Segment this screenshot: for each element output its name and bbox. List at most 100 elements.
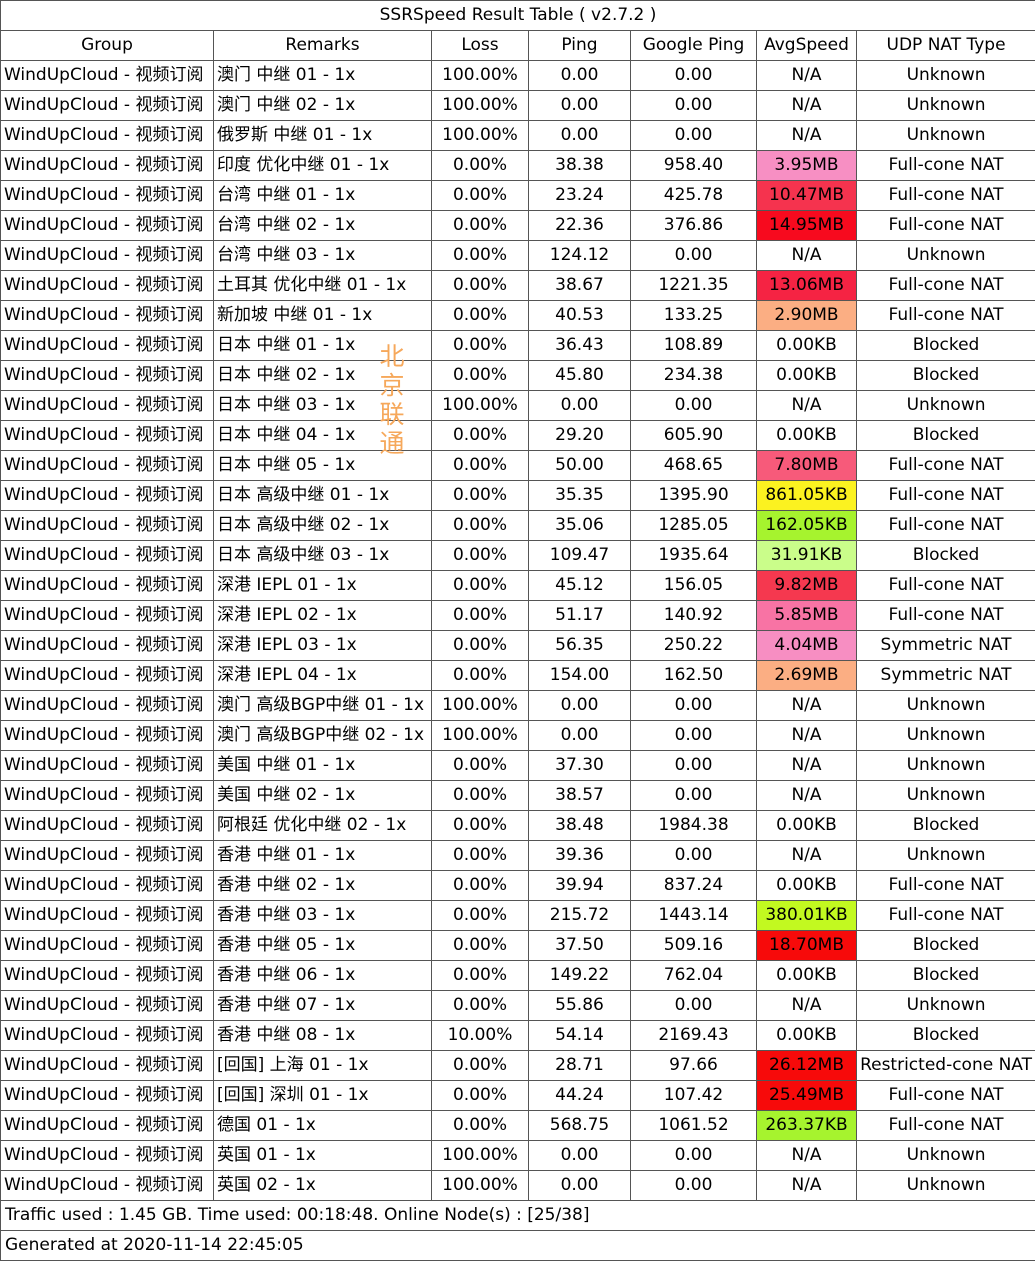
cell-remarks: 美国 中继 01 - 1x: [214, 751, 432, 781]
cell-avg-speed: 18.70MB: [757, 931, 857, 961]
cell-loss: 0.00%: [432, 541, 529, 571]
cell-avg-speed: N/A: [757, 691, 857, 721]
cell-remarks: 台湾 中继 01 - 1x: [214, 181, 432, 211]
cell-google-ping: 1395.90: [631, 481, 757, 511]
footer-traffic-row: Traffic used : 1.45 GB. Time used: 00:18…: [1, 1201, 1035, 1231]
cell-loss: 0.00%: [432, 271, 529, 301]
cell-ping: 54.14: [529, 1021, 631, 1051]
cell-avg-speed: 9.82MB: [757, 571, 857, 601]
cell-loss: 100.00%: [432, 1171, 529, 1201]
cell-udp-nat-type: Full-cone NAT: [857, 871, 1035, 901]
cell-remarks: 香港 中继 06 - 1x: [214, 961, 432, 991]
cell-avg-speed: 0.00KB: [757, 871, 857, 901]
cell-ping: 38.67: [529, 271, 631, 301]
watermark-char: 通: [376, 429, 408, 458]
cell-ping: 38.57: [529, 781, 631, 811]
cell-udp-nat-type: Restricted-cone NAT: [857, 1051, 1035, 1081]
cell-google-ping: 140.92: [631, 601, 757, 631]
cell-loss: 100.00%: [432, 121, 529, 151]
cell-group: WindUpCloud - 视频订阅: [1, 901, 214, 931]
cell-avg-speed: 13.06MB: [757, 271, 857, 301]
cell-google-ping: 762.04: [631, 961, 757, 991]
cell-avg-speed: 2.90MB: [757, 301, 857, 331]
cell-google-ping: 0.00: [631, 121, 757, 151]
cell-avg-speed: 7.80MB: [757, 451, 857, 481]
cell-udp-nat-type: Unknown: [857, 691, 1035, 721]
cell-group: WindUpCloud - 视频订阅: [1, 211, 214, 241]
cell-remarks: 香港 中继 02 - 1x: [214, 871, 432, 901]
cell-loss: 0.00%: [432, 571, 529, 601]
cell-google-ping: 0.00: [631, 241, 757, 271]
cell-udp-nat-type: Blocked: [857, 361, 1035, 391]
cell-remarks: 深港 IEPL 04 - 1x: [214, 661, 432, 691]
cell-loss: 0.00%: [432, 151, 529, 181]
cell-avg-speed: N/A: [757, 781, 857, 811]
cell-remarks: 澳门 中继 01 - 1x: [214, 61, 432, 91]
cell-ping: 0.00: [529, 1171, 631, 1201]
cell-loss: 0.00%: [432, 931, 529, 961]
cell-loss: 0.00%: [432, 1111, 529, 1141]
cell-ping: 51.17: [529, 601, 631, 631]
cell-loss: 0.00%: [432, 631, 529, 661]
cell-google-ping: 0.00: [631, 841, 757, 871]
cell-group: WindUpCloud - 视频订阅: [1, 181, 214, 211]
cell-group: WindUpCloud - 视频订阅: [1, 1171, 214, 1201]
cell-avg-speed: 0.00KB: [757, 361, 857, 391]
cell-google-ping: 0.00: [631, 751, 757, 781]
cell-google-ping: 107.42: [631, 1081, 757, 1111]
cell-google-ping: 2169.43: [631, 1021, 757, 1051]
cell-group: WindUpCloud - 视频订阅: [1, 121, 214, 151]
cell-ping: 124.12: [529, 241, 631, 271]
cell-avg-speed: N/A: [757, 991, 857, 1021]
cell-avg-speed: 25.49MB: [757, 1081, 857, 1111]
cell-udp-nat-type: Full-cone NAT: [857, 1111, 1035, 1141]
cell-remarks: 日本 高级中继 02 - 1x: [214, 511, 432, 541]
cell-group: WindUpCloud - 视频订阅: [1, 991, 214, 1021]
cell-udp-nat-type: Full-cone NAT: [857, 901, 1035, 931]
cell-avg-speed: N/A: [757, 121, 857, 151]
cell-loss: 100.00%: [432, 1141, 529, 1171]
cell-udp-nat-type: Symmetric NAT: [857, 631, 1035, 661]
cell-group: WindUpCloud - 视频订阅: [1, 61, 214, 91]
cell-udp-nat-type: Full-cone NAT: [857, 181, 1035, 211]
cell-group: WindUpCloud - 视频订阅: [1, 331, 214, 361]
cell-remarks: 香港 中继 08 - 1x: [214, 1021, 432, 1051]
cell-google-ping: 0.00: [631, 61, 757, 91]
cell-remarks: 香港 中继 03 - 1x: [214, 901, 432, 931]
cell-avg-speed: 26.12MB: [757, 1051, 857, 1081]
cell-remarks: 澳门 中继 02 - 1x: [214, 91, 432, 121]
cell-ping: 215.72: [529, 901, 631, 931]
cell-group: WindUpCloud - 视频订阅: [1, 871, 214, 901]
cell-group: WindUpCloud - 视频订阅: [1, 571, 214, 601]
cell-avg-speed: 0.00KB: [757, 331, 857, 361]
cell-group: WindUpCloud - 视频订阅: [1, 811, 214, 841]
cell-udp-nat-type: Blocked: [857, 1021, 1035, 1051]
cell-avg-speed: N/A: [757, 721, 857, 751]
cell-udp-nat-type: Full-cone NAT: [857, 1081, 1035, 1111]
cell-google-ping: 1935.64: [631, 541, 757, 571]
cell-udp-nat-type: Unknown: [857, 1171, 1035, 1201]
cell-google-ping: 108.89: [631, 331, 757, 361]
cell-group: WindUpCloud - 视频订阅: [1, 391, 214, 421]
cell-loss: 0.00%: [432, 601, 529, 631]
cell-google-ping: 234.38: [631, 361, 757, 391]
cell-remarks: 阿根廷 优化中继 02 - 1x: [214, 811, 432, 841]
cell-udp-nat-type: Full-cone NAT: [857, 481, 1035, 511]
cell-google-ping: 837.24: [631, 871, 757, 901]
cell-udp-nat-type: Unknown: [857, 751, 1035, 781]
cell-google-ping: 0.00: [631, 991, 757, 1021]
cell-avg-speed: 861.05KB: [757, 481, 857, 511]
cell-remarks: 德国 01 - 1x: [214, 1111, 432, 1141]
cell-group: WindUpCloud - 视频订阅: [1, 271, 214, 301]
